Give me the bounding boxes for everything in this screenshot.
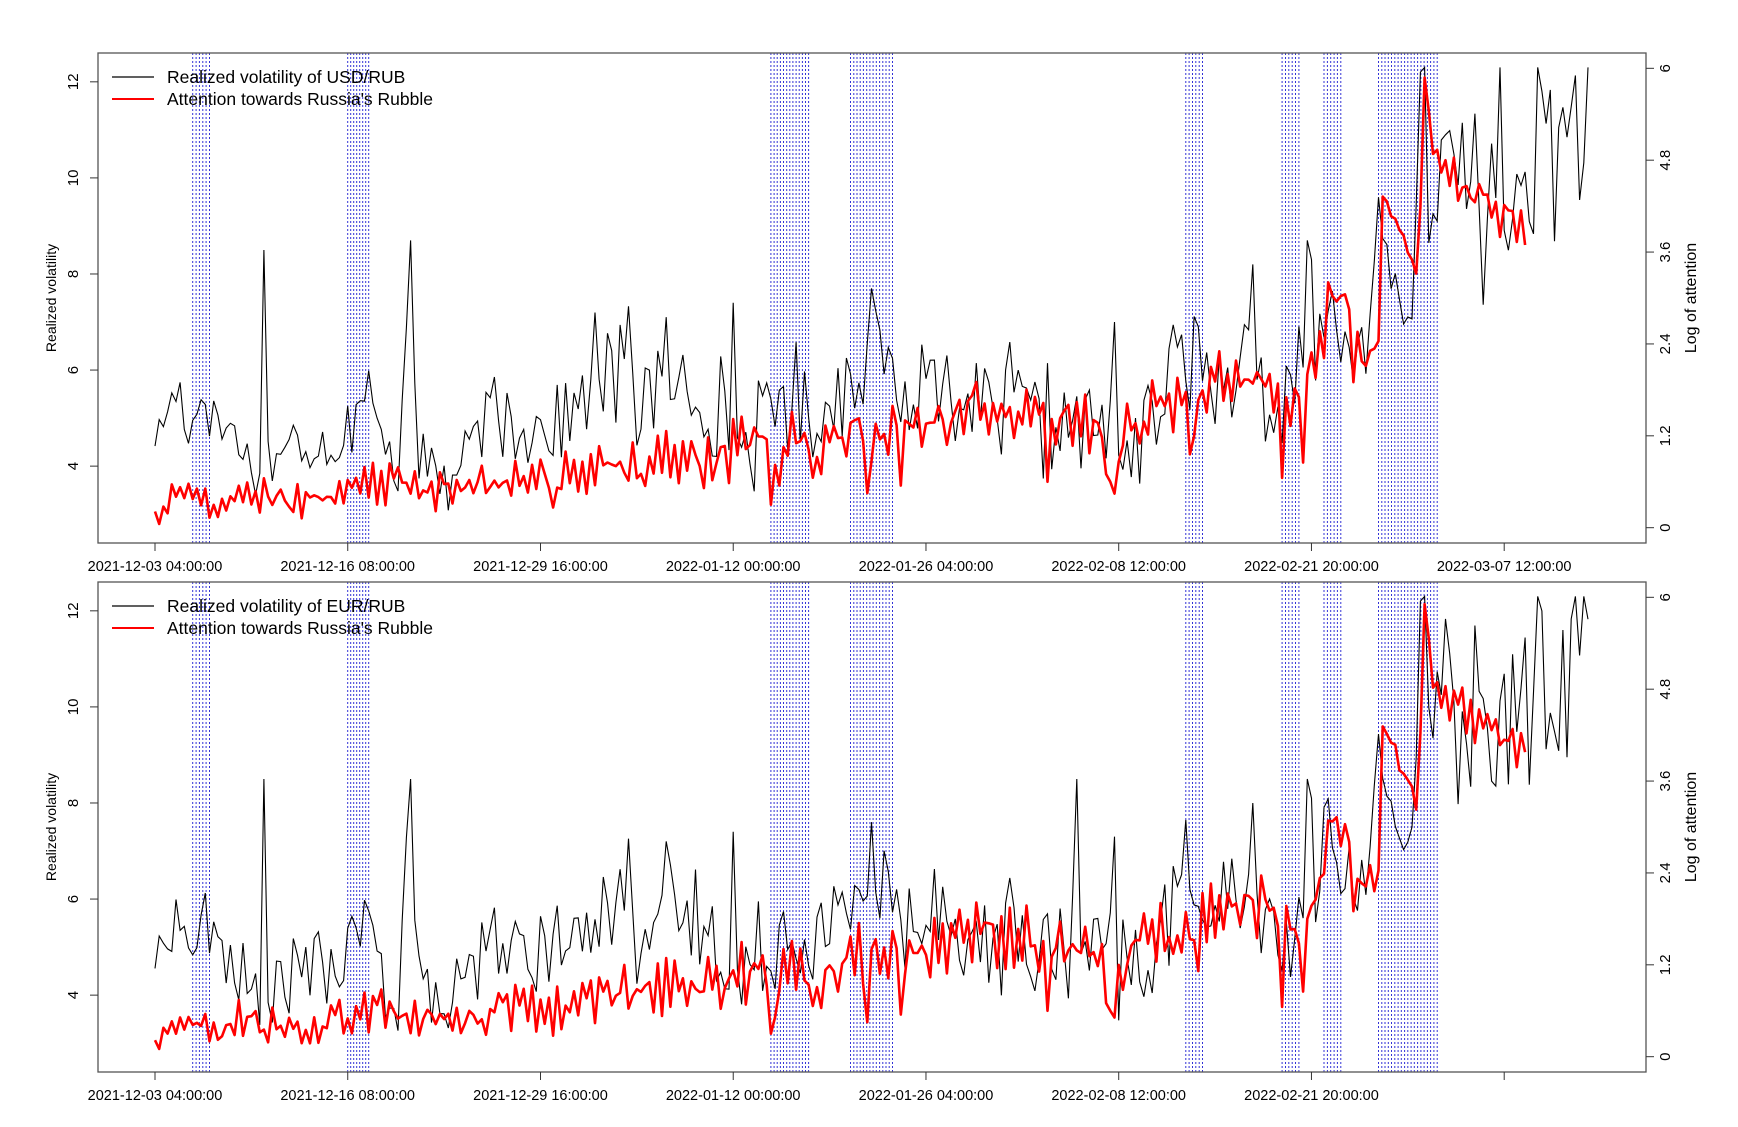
x-tick-label: 2021-12-29 16:00:00 [473,1088,608,1104]
legend-label-volatility: Realized volatility of EUR/RUB [167,596,405,616]
y-right-tick-label: 0 [1657,1053,1674,1061]
event-band [192,53,210,543]
event-band [770,53,810,543]
x-tick-label: 2021-12-03 04:00:00 [88,1088,223,1104]
event-band [1281,53,1300,543]
y-right-tick-label: 6 [1657,593,1674,601]
x-tick-label: 2022-02-08 12:00:00 [1051,1088,1186,1104]
y-left-tick-label: 8 [65,799,82,807]
x-tick-label: 2022-03-07 12:00:00 [1437,559,1572,575]
y-right-tick-label: 1.2 [1657,425,1674,446]
volatility-line [154,65,1589,511]
y-left-tick-label: 10 [65,699,82,716]
x-tick-label: 2022-01-12 00:00:00 [666,559,801,575]
event-band [850,53,893,543]
y-left-tick-label: 6 [65,366,82,374]
y-right-tick-label: 0 [1657,524,1674,532]
y-right-tick-label: 4.8 [1657,679,1674,700]
x-tick-label: 2021-12-16 08:00:00 [280,1088,415,1104]
y-right-axis-label: Log of attention [1683,772,1700,882]
y-left-tick-label: 4 [65,462,82,470]
y-left-tick-label: 10 [65,170,82,187]
x-tick-label: 2022-02-21 20:00:00 [1244,559,1379,575]
legend-label-attention: Attention towards Russia's Rubble [167,89,433,109]
x-tick-label: 2021-12-16 08:00:00 [280,559,415,575]
event-band [1281,582,1300,1072]
panel-usd-rub: 4 6 8 10 12 Realized volatility 0 1.2 2.4 3.6 4.8 6… [43,52,1700,575]
y-right-tick-label: 2.4 [1657,333,1674,354]
event-band [1378,53,1438,543]
y-right-tick-label: 1.2 [1657,954,1674,975]
attention-line [153,76,1527,526]
event-band [1185,53,1203,543]
legend-label-attention: Attention towards Russia's Rubble [167,618,433,638]
y-right-tick-label: 6 [1657,64,1674,72]
x-tick-label: 2021-12-29 16:00:00 [473,559,608,575]
y-left-tick-label: 8 [65,270,82,278]
panel-eur-rub: 4 6 8 10 12 Realized volatility 0 1.2 2.4 3.6 4.8 6… [43,581,1700,1104]
event-band [347,53,370,543]
x-tick-label: 2021-12-03 04:00:00 [88,559,223,575]
x-tick-label: 2022-02-21 20:00:00 [1244,1088,1379,1104]
x-tick-label: 2022-01-12 00:00:00 [666,1088,801,1104]
plot-frame [97,581,1647,1073]
y-right-tick-label: 3.6 [1657,771,1674,792]
x-tick-label: 2022-02-08 12:00:00 [1051,559,1186,575]
y-left-axis-label: Realized volatility [43,773,59,881]
legend-label-volatility: Realized volatility of USD/RUB [167,67,405,87]
y-left-tick-label: 12 [65,602,82,619]
event-band [192,582,210,1072]
x-tick-label: 2022-01-26 04:00:00 [859,559,994,575]
y-right-tick-label: 4.8 [1657,150,1674,171]
y-left-tick-label: 4 [65,991,82,999]
y-left-tick-label: 6 [65,895,82,903]
legend: Realized volatility of EUR/RUBAttention … [112,596,433,638]
event-band [1185,582,1203,1072]
attention-line [153,602,1527,1051]
plot-frame [97,52,1647,544]
legend: Realized volatility of USD/RUBAttention … [112,67,433,109]
y-right-tick-label: 2.4 [1657,862,1674,883]
y-right-axis-label: Log of attention [1683,243,1700,353]
y-left-tick-label: 12 [65,73,82,90]
event-band [1378,582,1438,1072]
x-tick-label: 2022-01-26 04:00:00 [859,1088,994,1104]
y-left-axis-label: Realized volatility [43,244,59,352]
y-right-tick-label: 3.6 [1657,242,1674,263]
event-band [770,582,810,1072]
event-band [347,582,370,1072]
event-band [850,582,893,1072]
